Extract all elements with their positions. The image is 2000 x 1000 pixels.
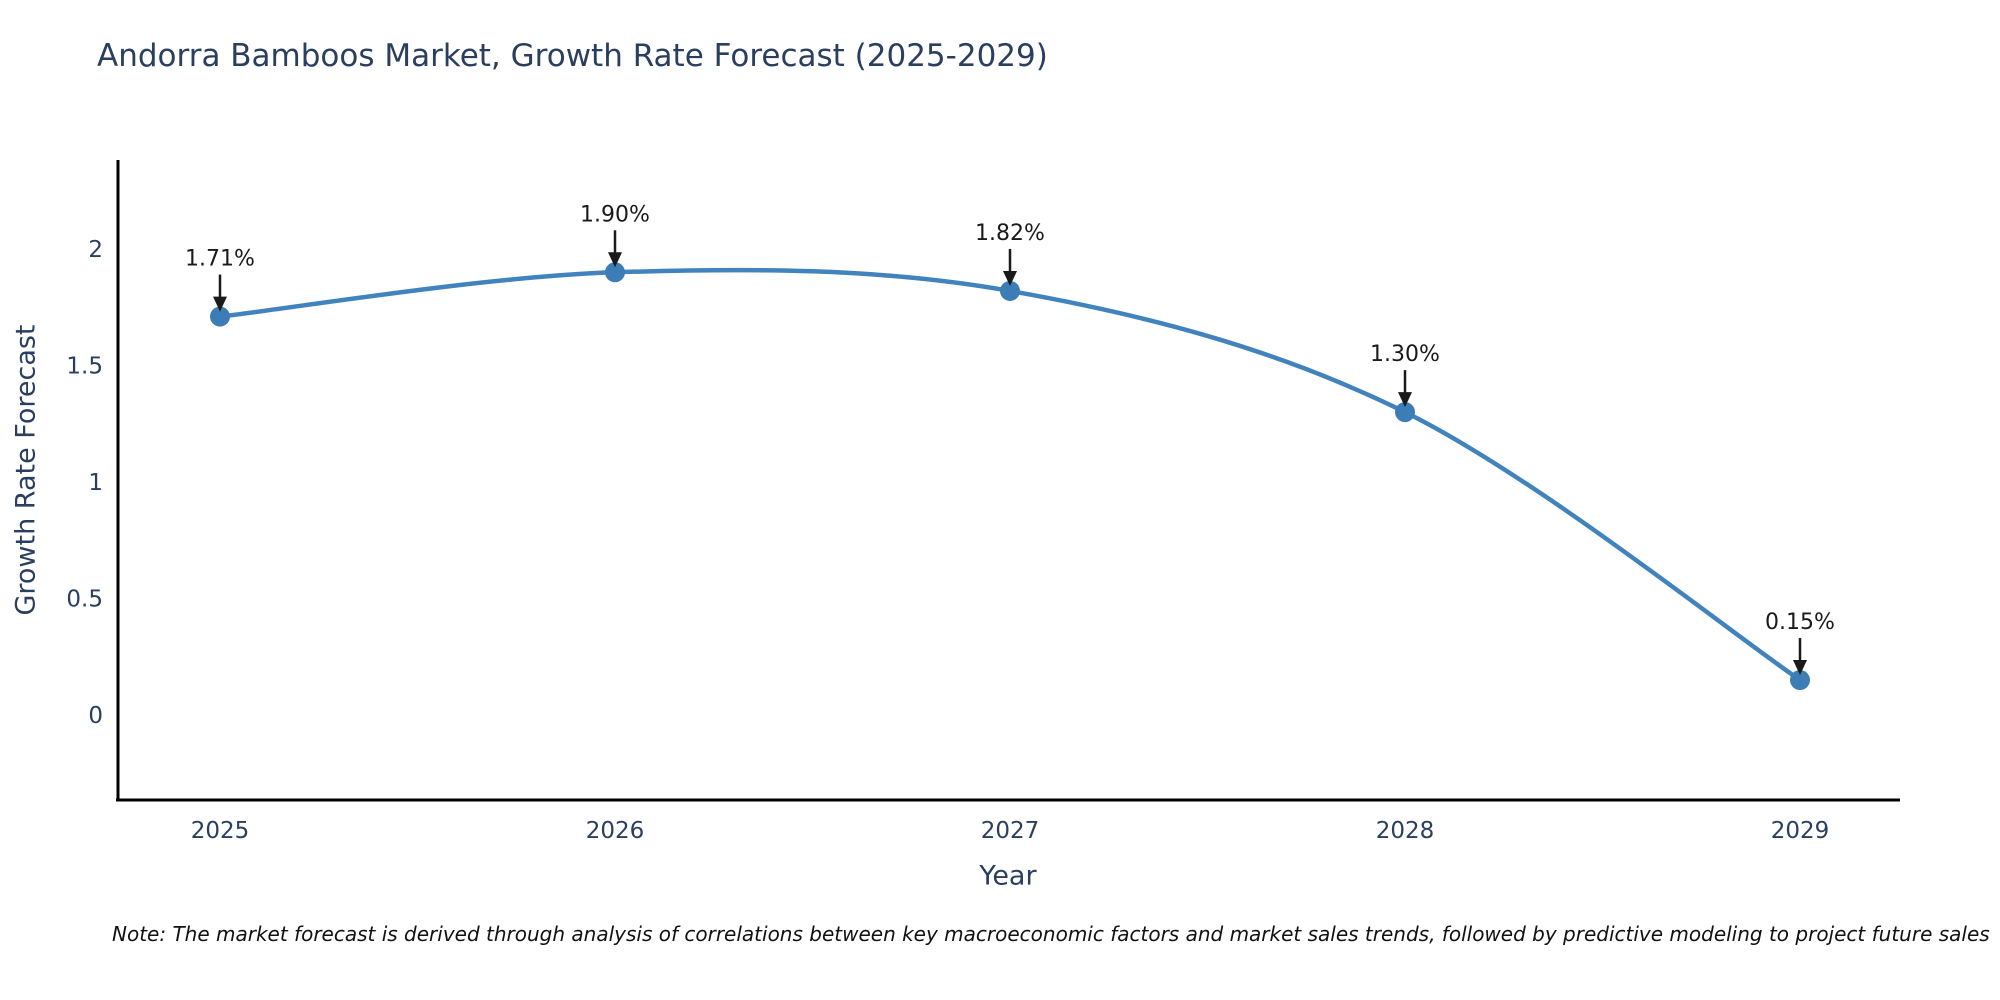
data-point[interactable] (1790, 670, 1810, 691)
y-tick-label: 1 (88, 470, 103, 496)
chart-title: Andorra Bamboos Market, Growth Rate Fore… (97, 38, 1048, 74)
point-value-label: 1.30% (1370, 342, 1440, 367)
data-point[interactable] (1395, 402, 1415, 423)
point-value-label: 1.90% (580, 202, 650, 227)
annotation-arrowhead (1398, 392, 1412, 408)
annotation-arrowhead (608, 252, 622, 268)
y-tick-label: 0.5 (66, 587, 103, 613)
annotation-arrowhead (1793, 660, 1807, 676)
data-point[interactable] (210, 306, 230, 327)
x-axis-title: Year (979, 860, 1037, 892)
data-point[interactable] (605, 262, 625, 283)
x-tick-label: 2027 (981, 818, 1040, 844)
x-tick-label: 2029 (1771, 818, 1830, 844)
x-tick-label: 2025 (191, 818, 250, 844)
point-value-label: 1.82% (975, 221, 1045, 246)
point-value-label: 1.71% (185, 247, 255, 272)
annotation-arrowhead (1003, 270, 1017, 286)
x-tick-label: 2028 (1376, 818, 1435, 844)
y-tick-label: 1.5 (66, 354, 103, 380)
annotation-arrowhead (213, 296, 227, 312)
forecast-line (217, 267, 1803, 683)
x-tick-label: 2026 (586, 818, 645, 844)
point-value-label: 0.15% (1765, 610, 1835, 635)
footnote: Note: The market forecast is derived thr… (112, 922, 1990, 946)
y-tick-label: 2 (88, 237, 103, 263)
data-point[interactable] (1000, 280, 1020, 301)
y-tick-label: 0 (88, 703, 103, 729)
